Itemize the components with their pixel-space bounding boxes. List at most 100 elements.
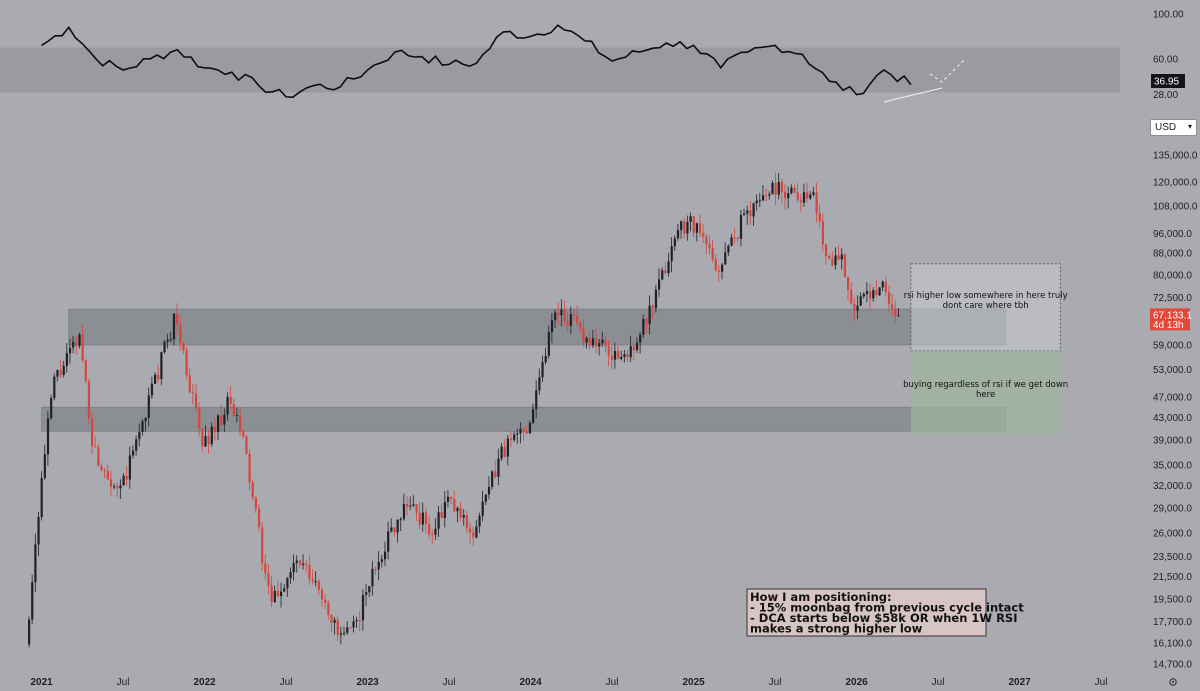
candle-bullish[interactable] [172, 313, 176, 346]
candle-bearish[interactable] [415, 503, 418, 522]
candle-bullish[interactable] [383, 541, 387, 566]
candle-bearish[interactable] [116, 482, 119, 498]
candle-bullish[interactable] [163, 340, 166, 354]
candle-bullish[interactable] [654, 284, 658, 313]
candle-bearish[interactable] [100, 463, 103, 472]
candle-bearish[interactable] [330, 614, 333, 632]
time-axis[interactable]: 2021 Jul 2022 Jul 2023 Jul 2024 Jul 2025 Jul 2026 J… [30, 677, 1177, 688]
candle-bullish[interactable] [673, 235, 676, 252]
candle-bullish[interactable] [544, 347, 547, 365]
candle-bearish[interactable] [176, 303, 179, 335]
candle-bullish[interactable] [761, 185, 765, 201]
candle-bullish[interactable] [481, 491, 484, 522]
candle-bearish[interactable] [220, 405, 223, 431]
candle-bearish[interactable] [522, 427, 525, 441]
candle-bearish[interactable] [664, 262, 667, 275]
candle-bearish[interactable] [406, 496, 409, 516]
candle-bearish[interactable] [884, 276, 887, 297]
candle-bearish[interactable] [188, 367, 191, 394]
candle-bearish[interactable] [503, 439, 506, 458]
candle-bearish[interactable] [308, 555, 311, 586]
candle-bullish[interactable] [484, 494, 487, 506]
candle-bullish[interactable] [169, 331, 172, 343]
candle-bearish[interactable] [588, 330, 591, 350]
candle-bullish[interactable] [727, 244, 730, 257]
candle-bearish[interactable] [557, 302, 560, 326]
candle-bullish[interactable] [65, 343, 68, 373]
candle-bullish[interactable] [538, 368, 541, 395]
candle-bearish[interactable] [103, 467, 106, 479]
candle-bullish[interactable] [787, 186, 790, 209]
candle-bearish[interactable] [270, 575, 273, 608]
candle-bearish[interactable] [267, 564, 270, 595]
candle-bullish[interactable] [661, 267, 664, 281]
candle-bearish[interactable] [109, 470, 113, 496]
currency-select[interactable]: USD ▾ [1150, 119, 1197, 136]
candle-bearish[interactable] [525, 425, 528, 434]
candle-bearish[interactable] [97, 443, 100, 467]
candle-bearish[interactable] [617, 345, 620, 360]
candle-bearish[interactable] [251, 479, 254, 501]
candle-bearish[interactable] [891, 293, 894, 317]
candle-bullish[interactable] [34, 533, 37, 592]
candle-bullish[interactable] [862, 292, 865, 299]
candle-bullish[interactable] [295, 555, 298, 573]
candle-bullish[interactable] [739, 209, 743, 247]
candle-bullish[interactable] [560, 299, 563, 327]
candle-bearish[interactable] [257, 504, 261, 532]
candle-bearish[interactable] [765, 188, 768, 202]
candle-bearish[interactable] [198, 402, 201, 437]
candle-bullish[interactable] [897, 308, 900, 317]
candle-bearish[interactable] [213, 418, 217, 441]
candle-bullish[interactable] [443, 491, 446, 528]
candle-bullish[interactable] [141, 419, 144, 436]
candle-bearish[interactable] [509, 430, 513, 448]
candle-bearish[interactable] [645, 317, 648, 334]
candle-bullish[interactable] [516, 428, 519, 444]
candle-bullish[interactable] [777, 172, 780, 200]
candle-bullish[interactable] [119, 479, 122, 500]
candle-bearish[interactable] [632, 340, 635, 361]
candle-bearish[interactable] [245, 434, 248, 455]
candle-bearish[interactable] [774, 172, 777, 206]
candle-bearish[interactable] [393, 526, 396, 537]
candle-bearish[interactable] [733, 228, 736, 244]
candle-bullish[interactable] [314, 571, 317, 587]
candle-bearish[interactable] [796, 182, 799, 202]
candle-bullish[interactable] [292, 554, 295, 581]
candle-bullish[interactable] [550, 313, 554, 344]
candle-bearish[interactable] [418, 502, 421, 529]
candle-bearish[interactable] [336, 616, 339, 642]
candle-bullish[interactable] [131, 445, 135, 459]
candle-bullish[interactable] [639, 331, 642, 354]
candle-bullish[interactable] [629, 335, 632, 363]
candle-bullish[interactable] [289, 567, 292, 584]
price-panel[interactable] [28, 172, 1061, 648]
candle-bearish[interactable] [327, 600, 330, 620]
candle-bearish[interactable] [702, 224, 705, 244]
candle-bullish[interactable] [721, 262, 724, 280]
candle-bullish[interactable] [204, 425, 207, 448]
candle-bullish[interactable] [856, 295, 859, 320]
candle-bullish[interactable] [547, 325, 550, 359]
candle-bullish[interactable] [138, 423, 141, 447]
candle-bearish[interactable] [232, 397, 235, 417]
candle-bullish[interactable] [506, 435, 509, 466]
candle-bullish[interactable] [667, 252, 670, 277]
candle-bearish[interactable] [106, 464, 109, 480]
candle-bullish[interactable] [409, 496, 412, 511]
candle-bullish[interactable] [635, 337, 639, 354]
candle-bearish[interactable] [828, 253, 831, 260]
candle-bearish[interactable] [125, 466, 128, 486]
candle-bearish[interactable] [182, 341, 185, 355]
candle-bullish[interactable] [365, 583, 368, 606]
candle-bullish[interactable] [535, 380, 538, 419]
candle-bullish[interactable] [881, 280, 884, 292]
candle-bullish[interactable] [50, 394, 53, 421]
candle-bearish[interactable] [242, 429, 245, 439]
candle-bullish[interactable] [500, 443, 503, 461]
candle-bearish[interactable] [194, 383, 198, 413]
candle-bearish[interactable] [850, 281, 853, 305]
candle-bullish[interactable] [591, 329, 595, 348]
candle-bullish[interactable] [768, 191, 771, 200]
